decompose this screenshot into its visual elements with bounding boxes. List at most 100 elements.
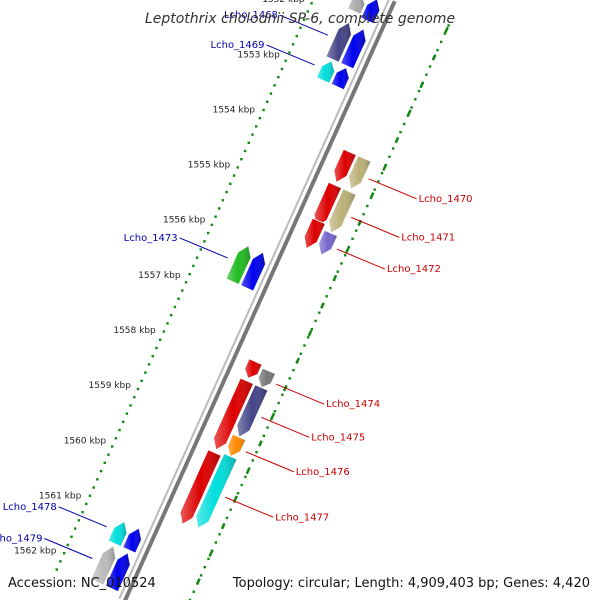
ruler-dot xyxy=(284,59,287,62)
ruler-dot xyxy=(373,188,376,191)
label-lcho1479[interactable]: Lcho_1479 xyxy=(0,534,42,545)
ruler-dot xyxy=(391,147,395,150)
ruler-dash xyxy=(444,26,449,34)
ruler-dots-left xyxy=(55,2,313,571)
ruler-dot xyxy=(288,51,291,54)
ruler-dot xyxy=(225,516,229,520)
tick-label: 1554 kbp xyxy=(213,105,256,115)
ruler-dot xyxy=(273,84,276,87)
gene-shade xyxy=(328,188,356,234)
ruler-dot xyxy=(329,286,332,290)
label-leader xyxy=(44,538,93,559)
ruler-dot xyxy=(255,451,258,454)
label-lcho1478[interactable]: Lcho_1478 xyxy=(3,502,57,513)
ruler-dash xyxy=(344,247,350,254)
ruler-dot xyxy=(428,65,432,68)
ruler-dot xyxy=(114,437,118,440)
ruler-dot xyxy=(281,393,284,396)
ruler-dot xyxy=(310,2,313,5)
ruler-dot xyxy=(270,418,273,421)
accession-text: Accession: NC_010524 xyxy=(8,576,156,591)
gene-shade xyxy=(340,29,366,69)
tick-label: 1553 kbp xyxy=(237,50,280,60)
gene-shade xyxy=(240,252,266,292)
gene-shade xyxy=(314,182,342,227)
label-g-1471b[interactable]: Lcho_1471 xyxy=(401,232,455,243)
label-leader xyxy=(245,451,294,473)
label-lcho1468[interactable]: Lcho_1468 xyxy=(224,10,278,21)
ruler-dot xyxy=(203,240,206,243)
gene-shade xyxy=(180,449,221,525)
label-leader xyxy=(336,248,386,270)
ruler-dot xyxy=(388,155,391,158)
ruler-dot xyxy=(133,396,136,399)
ruler-dot xyxy=(384,163,387,167)
gene-shade xyxy=(90,546,116,585)
gene-features xyxy=(90,0,381,593)
label-lcho1472[interactable]: Lcho_1472 xyxy=(387,264,441,275)
label-lcho1473[interactable]: Lcho_1473 xyxy=(124,233,178,244)
ruler-dot xyxy=(310,327,314,331)
ruler-dot xyxy=(299,26,302,30)
gene-shade xyxy=(108,521,127,547)
ruler-dot xyxy=(232,174,236,177)
gene-shade xyxy=(122,528,142,553)
ruler-dot xyxy=(414,98,417,101)
ruler-dot xyxy=(166,322,169,325)
ruler-dot xyxy=(269,92,273,95)
ruler-dot xyxy=(70,535,73,538)
label-leader xyxy=(351,216,400,238)
ruler-dash xyxy=(419,81,425,89)
gene-shade xyxy=(326,22,352,63)
ruler-dot xyxy=(218,207,221,210)
tick-label: 1555 kbp xyxy=(188,161,231,171)
tick-label: 1559 kbp xyxy=(89,381,132,391)
ruler-dot xyxy=(262,108,265,112)
ruler-dot xyxy=(214,215,217,218)
ruler-dot xyxy=(295,34,298,38)
ruler-dash xyxy=(431,54,437,61)
ruler-dash xyxy=(332,274,338,282)
ruler-dot xyxy=(325,295,328,298)
ruler-dot xyxy=(443,32,447,35)
ruler-dot xyxy=(343,254,347,257)
ruler-dot xyxy=(210,223,214,227)
label-leader xyxy=(179,237,228,259)
ruler-dot xyxy=(96,478,99,481)
ruler-dot xyxy=(299,352,303,355)
tick-label: 1561 kbp xyxy=(39,491,82,501)
ruler-dot xyxy=(399,130,402,134)
ruler-dot xyxy=(158,338,162,341)
ruler-dot xyxy=(436,48,439,52)
gene-shade xyxy=(195,453,237,529)
tick-label: 1560 kbp xyxy=(64,436,107,446)
ruler-dot xyxy=(225,190,228,194)
ruler-dot xyxy=(336,270,339,273)
label-lcho1469[interactable]: Lcho_1469 xyxy=(211,40,265,51)
ruler-dot xyxy=(306,10,310,13)
label-lcho1475[interactable]: Lcho_1475 xyxy=(311,432,365,443)
ruler-dot xyxy=(362,213,365,216)
label-lcho1476[interactable]: Lcho_1476 xyxy=(296,467,350,478)
ruler-dot xyxy=(302,18,306,21)
ruler-dot xyxy=(192,264,195,268)
ruler-dot xyxy=(188,272,191,276)
ruler-dot xyxy=(181,289,184,292)
ruler-dot xyxy=(377,180,380,183)
ruler-dot xyxy=(92,486,95,489)
ruler-dot xyxy=(144,371,147,374)
ruler-dot xyxy=(188,598,192,600)
ruler-dot xyxy=(417,89,421,93)
ruler-dot xyxy=(199,248,202,251)
label-g-1470b[interactable]: Lcho_1470 xyxy=(419,194,473,205)
gene-shade xyxy=(318,230,338,256)
ruler-dot xyxy=(151,354,154,358)
ruler-dot xyxy=(273,409,277,413)
ruler-dot xyxy=(262,434,266,438)
ruler-dot xyxy=(366,204,369,208)
ruler-dot xyxy=(77,519,81,522)
label-lcho1477[interactable]: Lcho_1477 xyxy=(275,512,329,523)
ruler-dot xyxy=(62,551,66,555)
label-lcho1474[interactable]: Lcho_1474 xyxy=(326,399,380,410)
ruler-dot xyxy=(403,122,406,126)
